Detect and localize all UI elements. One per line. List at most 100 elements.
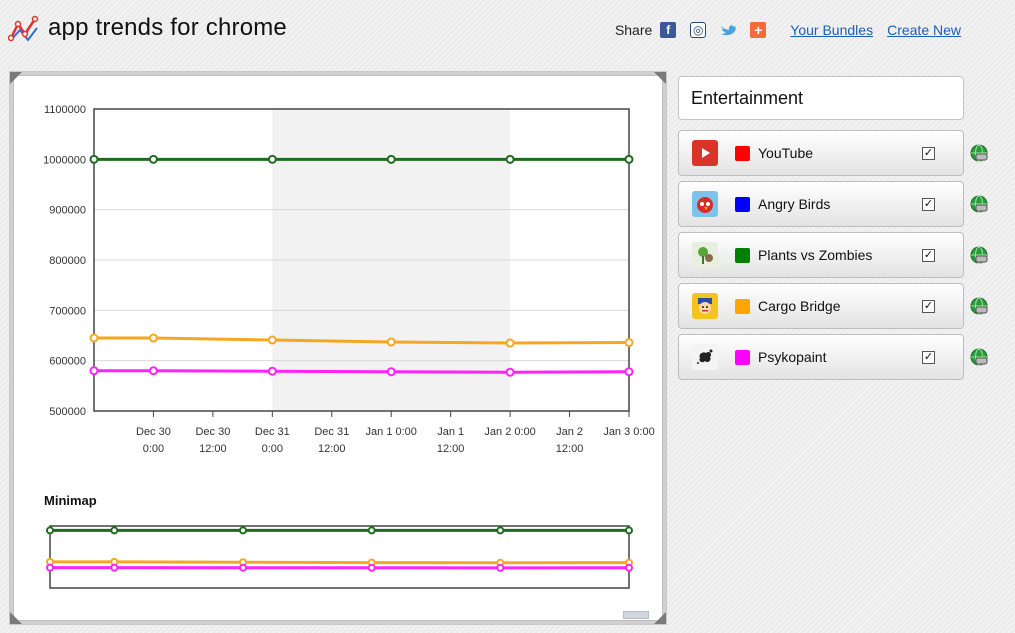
data-point [386, 154, 396, 164]
y-tick-label: 700000 [49, 305, 86, 317]
frame-corner-icon [654, 72, 666, 84]
page-title: app trends for chrome [48, 14, 287, 41]
your-bundles-link[interactable]: Your Bundles [790, 22, 874, 38]
data-point [267, 154, 277, 164]
angry-birds-icon [692, 191, 718, 217]
data-point [89, 154, 99, 164]
data-point [148, 366, 158, 376]
minimap-title: Minimap [44, 493, 97, 508]
category-selector[interactable]: Entertainment [678, 76, 964, 120]
data-point [239, 526, 247, 535]
trend-logo-icon [8, 15, 39, 42]
data-point [624, 338, 634, 348]
data-point [367, 563, 376, 572]
app-row-psykopaint: Psykopaint ✓ [678, 334, 998, 380]
x-tick-label: Dec 30 [136, 426, 171, 438]
chart-panel: 500000 600000 700000 800000 900000 1000000 110… [10, 72, 666, 624]
app-row-cargo-bridge: Cargo Bridge ✓ [678, 283, 998, 329]
series-color-swatch [735, 298, 750, 314]
x-tick-label: 12:00 [556, 443, 584, 455]
create-new-link[interactable]: Create New [887, 22, 961, 38]
data-point [624, 367, 634, 377]
x-tick-label: Dec 31 [255, 426, 290, 438]
frame-corner-icon [10, 72, 22, 84]
series-checkbox[interactable]: ✓ [922, 350, 935, 364]
series-color-swatch [735, 145, 750, 161]
addthis-plus-icon[interactable]: + [750, 22, 767, 38]
psykopaint-icon [692, 344, 718, 370]
data-point [625, 526, 633, 535]
app-card[interactable]: Cargo Bridge ✓ [678, 283, 964, 329]
data-point [267, 335, 277, 345]
globe-link-icon[interactable] [970, 297, 988, 315]
x-tick-label: Jan 3 0:00 [603, 426, 654, 438]
plants-vs-zombies-icon [692, 242, 718, 268]
y-tick-label: 1100000 [44, 104, 86, 116]
x-tick-label: 12:00 [199, 443, 227, 455]
data-point [505, 338, 515, 348]
data-point [89, 333, 99, 343]
x-tick-label: 12:00 [318, 443, 346, 455]
data-point [110, 563, 119, 572]
series-checkbox[interactable]: ✓ [922, 197, 935, 211]
app-name: YouTube [758, 145, 814, 161]
x-tick-label: 12:00 [437, 443, 465, 455]
app-row-plants-vs-zombies: Plants vs Zombies ✓ [678, 232, 998, 278]
x-tick-label: Dec 30 [195, 426, 230, 438]
series-color-swatch [735, 196, 750, 212]
plot-border [93, 108, 630, 412]
data-point [239, 563, 247, 572]
x-tick-label: 0:00 [262, 443, 283, 455]
youtube-icon [692, 140, 718, 166]
minimap-border [49, 525, 630, 589]
app-list: YouTube ✓ Angry Birds ✓ Plan [678, 130, 998, 385]
data-point [110, 526, 119, 535]
data-point [267, 366, 277, 376]
y-tick-label: 800000 [49, 255, 86, 267]
series-line [94, 336, 630, 345]
frame-scroll-handle[interactable] [623, 611, 649, 619]
app-card[interactable]: Angry Birds ✓ [678, 181, 964, 227]
data-point [46, 563, 54, 572]
data-point [505, 367, 515, 377]
globe-link-icon[interactable] [970, 144, 988, 162]
twitter-icon[interactable] [720, 22, 737, 38]
app-card[interactable]: Psykopaint ✓ [678, 334, 964, 380]
x-tick-label: Jan 1 0:00 [366, 426, 417, 438]
series-color-swatch [735, 349, 750, 365]
y-tick-label: 600000 [49, 356, 86, 368]
facebook-icon[interactable]: f [660, 22, 677, 38]
data-point [625, 563, 633, 572]
digg-icon[interactable]: ◎ [690, 22, 707, 38]
app-card[interactable]: YouTube ✓ [678, 130, 964, 176]
globe-link-icon[interactable] [970, 348, 988, 366]
y-tick-label: 1000000 [43, 154, 86, 166]
data-point [386, 337, 396, 347]
x-tick-label: 0:00 [143, 443, 164, 455]
data-point [46, 526, 54, 535]
app-row-angry-birds: Angry Birds ✓ [678, 181, 998, 227]
app-name: Plants vs Zombies [758, 247, 873, 263]
globe-link-icon[interactable] [970, 195, 988, 213]
globe-link-icon[interactable] [970, 246, 988, 264]
data-point [148, 333, 158, 343]
share-label: Share [614, 22, 653, 38]
x-tick-label: Jan 2 [556, 426, 583, 438]
series-checkbox[interactable]: ✓ [922, 248, 935, 262]
x-tick-label: Jan 2 0:00 [484, 426, 535, 438]
app-row-youtube: YouTube ✓ [678, 130, 998, 176]
x-tick-label: Jan 1 [437, 426, 464, 438]
data-point [496, 563, 505, 572]
series-checkbox[interactable]: ✓ [922, 146, 935, 160]
frame-corner-icon [654, 612, 666, 624]
app-card[interactable]: Plants vs Zombies ✓ [678, 232, 964, 278]
series-color-swatch [735, 247, 750, 263]
y-tick-label: 500000 [49, 406, 86, 418]
data-point [496, 526, 505, 535]
trend-chart[interactable]: 500000 600000 700000 800000 900000 1000000 110… [13, 75, 663, 621]
app-name: Psykopaint [758, 349, 827, 365]
app-name: Angry Birds [758, 196, 831, 212]
series-checkbox[interactable]: ✓ [922, 299, 935, 313]
series-line [50, 560, 630, 565]
